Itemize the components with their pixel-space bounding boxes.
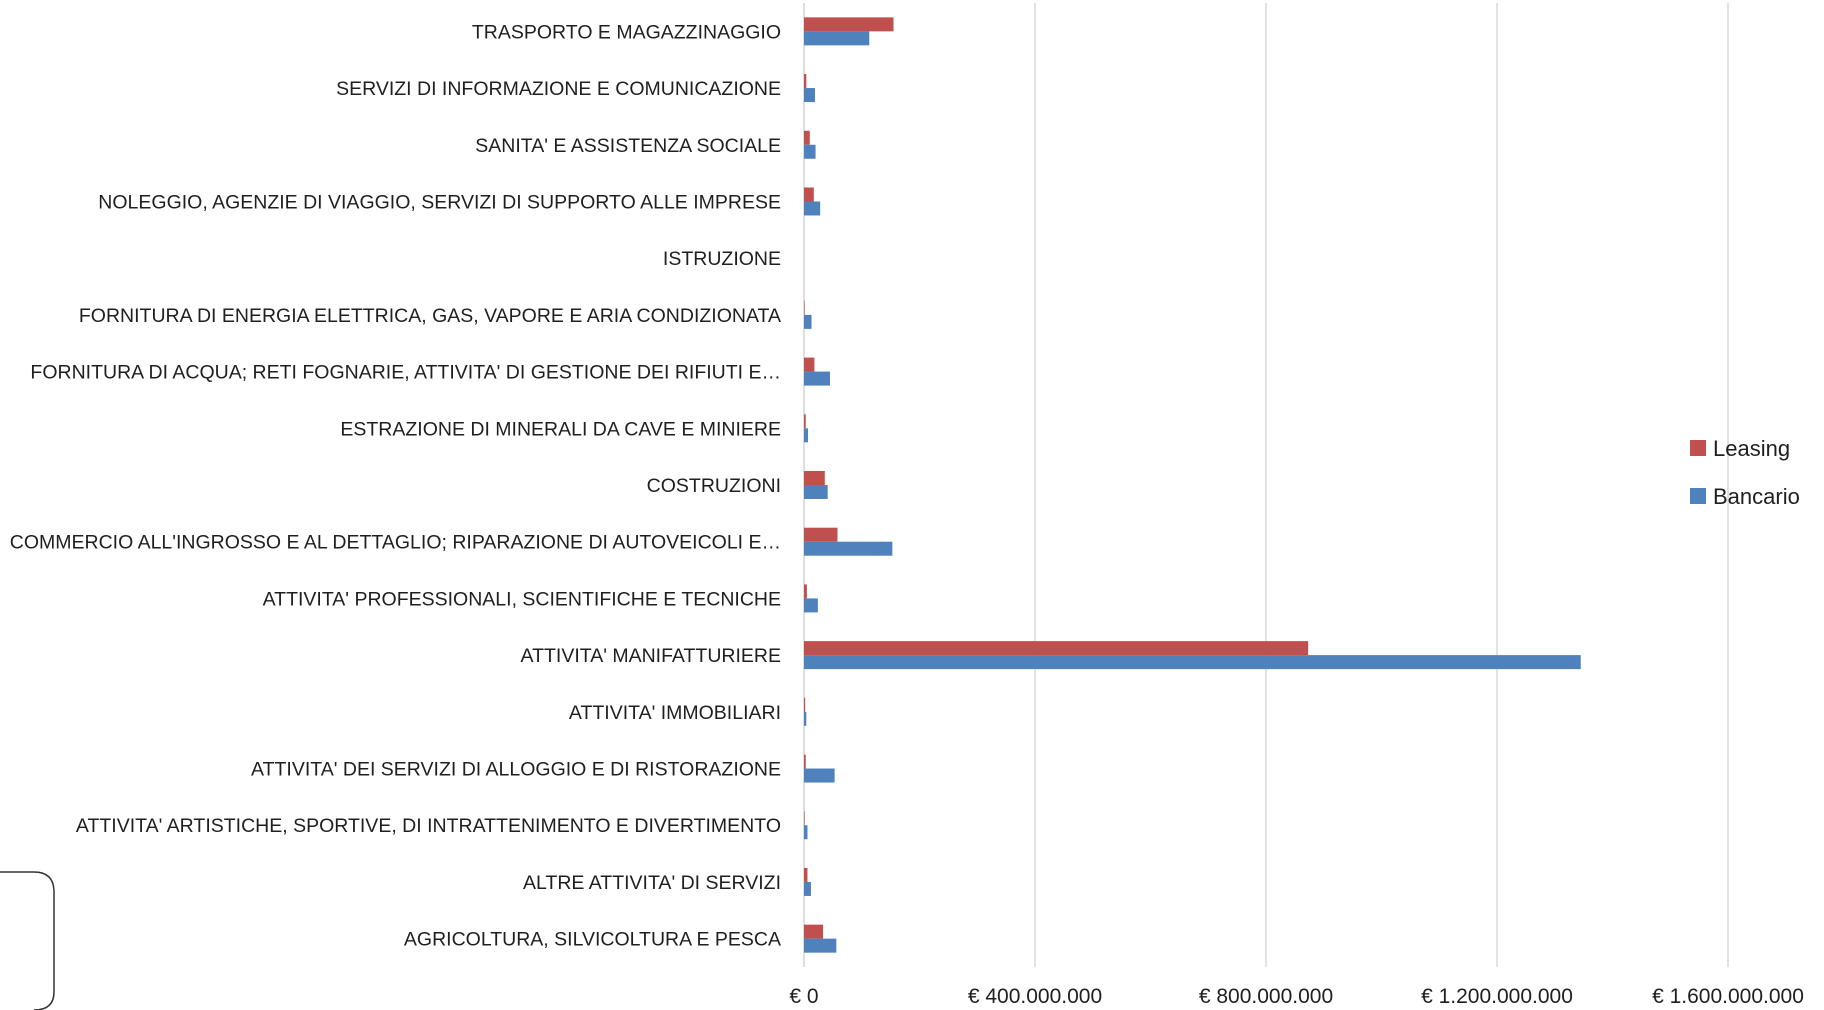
bar-bancario	[804, 314, 812, 329]
category-label: TRASPORTO E MAGAZZINAGGIO	[472, 21, 781, 43]
gridlines	[803, 3, 1729, 967]
category-label: ATTIVITA' IMMOBILIARI	[569, 702, 781, 724]
category-label: ATTIVITA' DEI SERVIZI DI ALLOGGIO E DI R…	[251, 759, 781, 781]
category-label: ALTRE ATTIVITA' DI SERVIZI	[523, 872, 781, 894]
side-bracket	[0, 871, 55, 1010]
category-labels: TRASPORTO E MAGAZZINAGGIO SERVIZI DI INFO…	[10, 21, 781, 950]
x-tick-label: € 0	[789, 985, 818, 1008]
bar-leasing	[804, 697, 806, 712]
bar-leasing	[804, 187, 814, 202]
bar-bancario	[804, 881, 811, 896]
category-label: ATTIVITA' PROFESSIONALI, SCIENTIFICHE E …	[263, 588, 781, 610]
bar-leasing	[804, 130, 810, 145]
legend-swatch-bancario	[1690, 488, 1706, 504]
bar-bancario	[804, 88, 815, 103]
category-label: FORNITURA DI ENERGIA ELETTRICA, GAS, VAP…	[79, 305, 781, 327]
bar-bancario	[804, 428, 809, 443]
legend-swatch-leasing	[1690, 440, 1706, 456]
bar-bancario	[804, 31, 870, 46]
category-label: ISTRUZIONE	[663, 248, 781, 270]
category-label: SANITA' E ASSISTENZA SOCIALE	[475, 135, 781, 157]
x-tick-label: € 400.000.000	[968, 985, 1102, 1008]
bar-bancario	[804, 768, 835, 783]
bars	[804, 17, 1581, 953]
bar-leasing	[804, 414, 806, 429]
bar-bancario	[804, 938, 837, 953]
legend-label: Bancario	[1713, 484, 1800, 509]
bar-leasing	[804, 924, 824, 939]
bar-bancario	[804, 711, 807, 726]
bar-bancario	[804, 655, 1581, 670]
category-label: AGRICOLTURA, SILVICOLTURA E PESCA	[404, 929, 781, 951]
bar-leasing	[804, 641, 1309, 656]
bar-leasing	[804, 584, 807, 599]
bar-bancario	[804, 144, 816, 159]
bar-leasing	[804, 527, 838, 542]
bar-leasing	[804, 300, 805, 315]
bar-leasing	[804, 17, 894, 32]
bar-bancario	[804, 371, 830, 386]
bar-bancario	[804, 825, 808, 840]
x-tick-label: € 1.600.000.000	[1652, 985, 1804, 1008]
legend: Leasing Bancario	[1690, 436, 1800, 509]
category-label: SERVIZI DI INFORMAZIONE E COMUNICAZIONE	[336, 78, 781, 100]
legend-label: Leasing	[1713, 436, 1790, 461]
bar-leasing	[804, 754, 806, 769]
bar-leasing	[804, 357, 815, 372]
x-tick-label: € 1.200.000.000	[1421, 985, 1573, 1008]
x-tick-label: € 800.000.000	[1199, 985, 1333, 1008]
category-label: NOLEGGIO, AGENZIE DI VIAGGIO, SERVIZI DI…	[98, 191, 781, 213]
bar-bancario	[804, 598, 818, 613]
category-label: ATTIVITA' MANIFATTURIERE	[521, 645, 781, 667]
category-label: ESTRAZIONE DI MINERALI DA CAVE E MINIERE	[340, 418, 781, 440]
category-label: FORNITURA DI ACQUA; RETI FOGNARIE, ATTIV…	[30, 362, 781, 384]
bar-bancario	[804, 541, 893, 556]
category-label: COMMERCIO ALL'INGROSSO E AL DETTAGLIO; R…	[10, 532, 781, 554]
bar-leasing	[804, 471, 825, 485]
bar-leasing	[804, 74, 807, 89]
bar-leasing	[804, 867, 808, 882]
bar-bancario	[804, 485, 828, 499]
bar-bancario	[804, 201, 821, 216]
category-label: COSTRUZIONI	[647, 475, 781, 497]
bar-leasing	[804, 811, 805, 826]
x-axis-tick-labels: € 0 € 400.000.000 € 800.000.000 € 1.200.000…	[789, 985, 1804, 1008]
category-label: ATTIVITA' ARTISTICHE, SPORTIVE, DI INTRA…	[76, 815, 781, 837]
